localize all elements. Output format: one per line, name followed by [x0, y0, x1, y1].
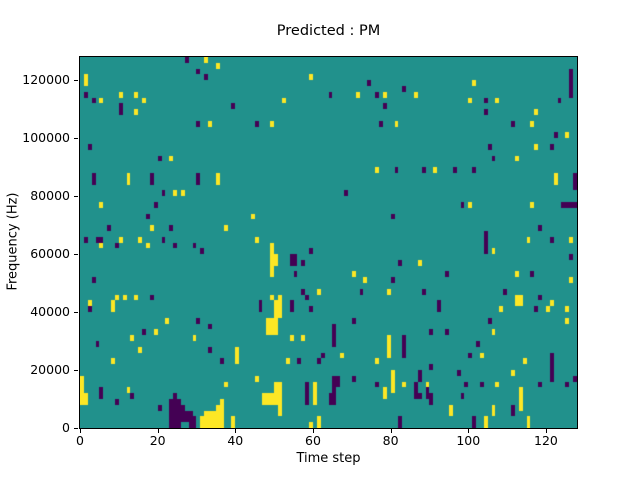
x-axis-label: Time step — [296, 451, 361, 466]
x-tick-mark — [80, 429, 81, 433]
y-tick-label: 120000 — [22, 72, 70, 88]
y-tick-label: 20000 — [30, 362, 70, 378]
y-tick-mark — [74, 138, 78, 140]
y-tick-label: 60000 — [30, 246, 70, 262]
x-tick-mark — [545, 429, 547, 433]
x-tick-mark — [157, 429, 159, 433]
y-axis-label: Frequency (Hz) — [5, 192, 21, 291]
x-tick-mark — [468, 429, 470, 433]
x-tick-mark — [312, 429, 314, 433]
y-tick-mark — [74, 80, 78, 82]
y-tick-mark — [74, 428, 78, 429]
heatmap-canvas — [80, 57, 577, 428]
x-tick-label: 20 — [149, 433, 166, 448]
y-tick-mark — [74, 196, 78, 198]
x-tick-label: 120 — [534, 433, 558, 448]
y-tick-mark — [74, 254, 78, 256]
x-tick-label: 60 — [305, 433, 321, 448]
chart-title: Predicted : PM — [276, 23, 381, 39]
x-tick-mark — [235, 429, 237, 433]
y-tick-label: 40000 — [30, 304, 70, 320]
x-tick-label: 100 — [456, 433, 481, 448]
x-tick-mark — [390, 429, 392, 433]
x-tick-label: 0 — [76, 433, 84, 448]
y-tick-mark — [74, 312, 78, 314]
y-tick-label: 0 — [62, 420, 70, 435]
y-tick-label: 80000 — [30, 188, 70, 204]
plot-area — [79, 56, 578, 429]
x-tick-label: 80 — [382, 433, 399, 448]
y-tick-mark — [74, 370, 78, 372]
x-tick-label: 40 — [227, 433, 244, 448]
y-tick-label: 100000 — [22, 130, 70, 146]
